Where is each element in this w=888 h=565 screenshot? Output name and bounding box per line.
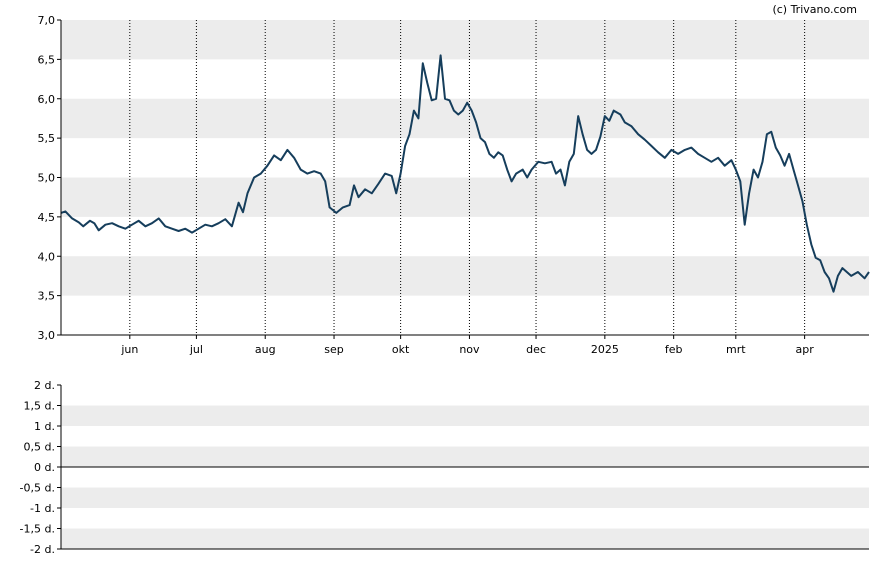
y-tick-label: -0,5 d. xyxy=(20,482,55,495)
y-tick-label: 2 d. xyxy=(34,379,55,392)
x-tick-label: nov xyxy=(459,343,480,356)
y-tick-label: 6,0 xyxy=(38,93,56,106)
x-tick-label: apr xyxy=(796,343,815,356)
y-tick-label: 4,5 xyxy=(38,211,56,224)
y-tick-label: -2 d. xyxy=(30,543,55,556)
y-tick-label: 7,0 xyxy=(38,14,56,27)
y-tick-label: 6,5 xyxy=(38,53,56,66)
x-tick-label: aug xyxy=(255,343,276,356)
grid-band xyxy=(61,20,869,60)
y-tick-label: -1 d. xyxy=(30,502,55,515)
y-tick-label: 0 d. xyxy=(34,461,55,474)
y-tick-label: 3,5 xyxy=(38,290,56,303)
price-panel: jun jul aug sep okt nov dec 2025 feb mrt apr 3,0 3,5… xyxy=(38,14,870,356)
x-tick-label: jun xyxy=(120,343,138,356)
grid-band xyxy=(61,177,869,217)
credit-text: (c) Trivano.com xyxy=(772,3,857,16)
y-tick-label: 1,5 d. xyxy=(24,400,55,413)
grid-band xyxy=(61,446,869,467)
x-tick-label: feb xyxy=(665,343,683,356)
y-tick-label: 0,5 d. xyxy=(24,441,55,454)
x-tick-label: jul xyxy=(189,343,203,356)
grid-band xyxy=(61,487,869,508)
grid-band xyxy=(61,528,869,549)
x-tick-label: okt xyxy=(392,343,410,356)
y-tick-label: 3,0 xyxy=(38,329,56,342)
y-tick-label: 1 d. xyxy=(34,420,55,433)
x-tick-label: dec xyxy=(526,343,546,356)
days-panel: -2 d. -1,5 d. -1 d. -0,5 d. 0 d. 0,5 d. 1 d. 1,… xyxy=(20,379,869,556)
y-tick-label: 5,0 xyxy=(38,172,56,185)
grid-band xyxy=(61,405,869,426)
x-tick-label: 2025 xyxy=(591,343,619,356)
y-tick-label: 4,0 xyxy=(38,250,56,263)
price-series-line xyxy=(60,54,870,293)
x-tick-label: mrt xyxy=(726,343,746,356)
y-tick-label: 5,5 xyxy=(38,132,56,145)
grid-band xyxy=(61,256,869,296)
x-tick-label: sep xyxy=(324,343,343,356)
y-tick-label: -1,5 d. xyxy=(20,523,55,536)
